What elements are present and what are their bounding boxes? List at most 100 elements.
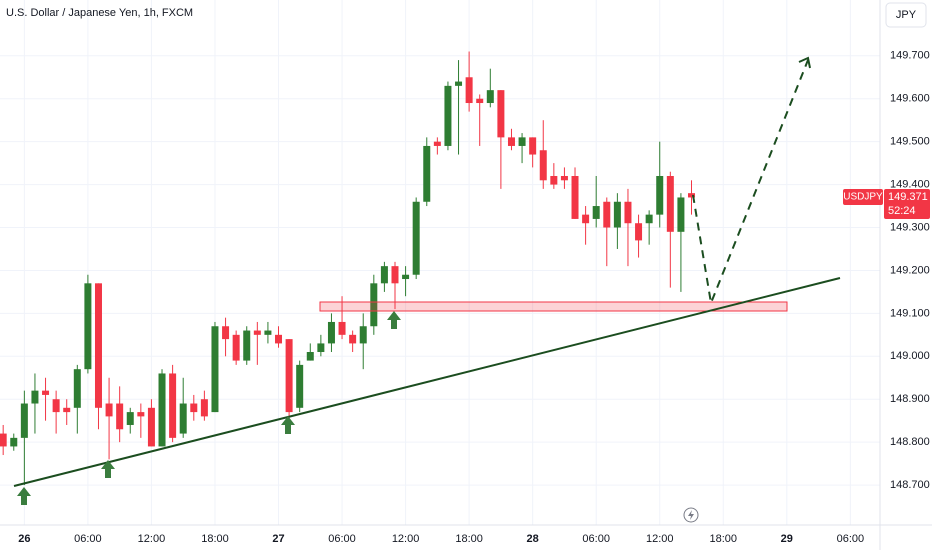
candle-body xyxy=(539,150,547,181)
candle-body xyxy=(656,176,664,215)
chart-title: U.S. Dollar / Japanese Yen, 1h, FXCM xyxy=(6,7,193,19)
y-tick-label: 149.700 xyxy=(890,50,930,62)
candle-body xyxy=(592,206,600,219)
candle-body xyxy=(243,330,251,361)
candle-body xyxy=(147,407,155,447)
candle-body xyxy=(200,399,208,417)
candle-body xyxy=(645,214,653,224)
candle-body xyxy=(529,137,537,155)
up-arrow xyxy=(101,460,115,478)
candle-body xyxy=(571,176,579,219)
event-icon-bolt xyxy=(688,510,694,520)
y-tick-label: 148.700 xyxy=(890,479,930,491)
y-tick-label: 149.400 xyxy=(890,178,930,190)
countdown-label: 52:24 xyxy=(888,205,916,217)
candle-body xyxy=(412,201,420,275)
candle-body xyxy=(624,201,632,224)
candle-body xyxy=(306,352,314,361)
candle-body xyxy=(560,176,568,181)
y-tick-label: 148.800 xyxy=(890,436,930,448)
candle-body xyxy=(137,412,145,417)
candle-body xyxy=(52,399,60,413)
candle-body xyxy=(444,85,452,146)
candle-body xyxy=(126,412,134,425)
candle-body xyxy=(264,330,272,335)
candle-body xyxy=(222,326,230,340)
symbol-tag xyxy=(843,189,883,206)
candle-body xyxy=(94,283,102,408)
candle-body xyxy=(10,437,18,447)
y-tick-label: 149.600 xyxy=(890,93,930,105)
y-tick-label: 149.500 xyxy=(890,136,930,148)
candle-body xyxy=(465,77,473,104)
candle-body xyxy=(338,321,346,335)
candle-body xyxy=(370,283,378,327)
candle-body xyxy=(158,373,166,447)
candle-body xyxy=(518,137,526,146)
candle-body xyxy=(455,81,463,86)
candle-body xyxy=(550,176,558,185)
candle-body xyxy=(423,145,431,202)
x-tick-label: 06:00 xyxy=(74,533,102,545)
projection-arrowhead xyxy=(798,56,811,69)
candle-body xyxy=(73,369,81,408)
trend-line xyxy=(13,277,841,487)
up-arrow xyxy=(281,416,295,434)
candle-body xyxy=(253,330,261,335)
x-tick-label: 18:00 xyxy=(455,533,483,545)
y-tick-label: 149.300 xyxy=(890,221,930,233)
candle-body xyxy=(635,223,643,241)
currency-button-label: JPY xyxy=(896,9,917,21)
candle-body xyxy=(296,364,304,408)
last-price-label: 149.371 xyxy=(888,191,928,203)
candle-body xyxy=(613,201,621,228)
candle-body xyxy=(84,283,92,370)
up-arrow xyxy=(17,487,31,505)
x-tick-label: 18:00 xyxy=(710,533,738,545)
x-tick-label: 12:00 xyxy=(138,533,166,545)
candle-body xyxy=(31,390,39,404)
candle-body xyxy=(507,137,515,146)
axes: 148.700 148.800 148.900 149.000 149.100 149.2… xyxy=(18,50,930,545)
currency-button[interactable] xyxy=(885,2,927,28)
candle-body xyxy=(476,98,484,104)
support-zone xyxy=(319,301,788,312)
candle-body xyxy=(327,321,335,344)
up-arrow xyxy=(387,311,401,329)
candle-body xyxy=(349,334,357,344)
candle-body xyxy=(169,373,177,438)
x-tick-label: 06:00 xyxy=(328,533,356,545)
event-icon[interactable] xyxy=(683,507,699,523)
y-tick-label: 149.200 xyxy=(890,264,930,276)
x-tick-label: 18:00 xyxy=(201,533,229,545)
projection-line xyxy=(692,59,809,307)
candle-body xyxy=(391,266,399,284)
candle-body xyxy=(211,326,219,413)
x-tick-label: 27 xyxy=(272,533,284,545)
x-tick-label: 29 xyxy=(781,533,793,545)
candle-body xyxy=(603,201,611,228)
last-price-tag xyxy=(884,189,930,220)
price-tag: USDJPY 149.371 52:24 xyxy=(843,189,930,220)
candle-body xyxy=(232,334,240,361)
candle-body xyxy=(666,176,674,232)
annotations xyxy=(13,56,841,523)
candle-body xyxy=(20,403,28,438)
x-tick-label: 12:00 xyxy=(646,533,674,545)
candle-body xyxy=(105,403,113,417)
x-tick-label: 06:00 xyxy=(582,533,610,545)
x-tick-label: 28 xyxy=(527,533,539,545)
candle-body xyxy=(359,326,367,344)
candle-body xyxy=(497,90,505,138)
candle-body xyxy=(317,343,325,353)
candle-body xyxy=(116,403,124,430)
x-tick-label: 06:00 xyxy=(837,533,865,545)
candle-body xyxy=(486,90,494,104)
candles xyxy=(0,51,696,486)
candle-body xyxy=(285,339,293,413)
candle-body xyxy=(179,403,187,434)
candle-body xyxy=(63,407,71,413)
y-tick-label: 149.100 xyxy=(890,307,930,319)
